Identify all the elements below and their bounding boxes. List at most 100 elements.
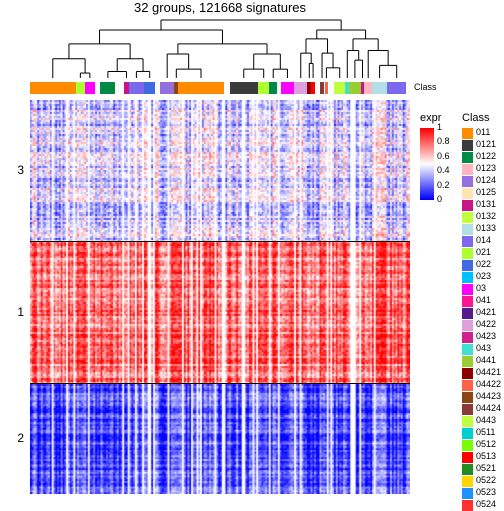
- class-bar-segment: [160, 82, 174, 94]
- class-legend-swatch: [462, 368, 473, 379]
- class-legend-label: 0441: [476, 355, 496, 365]
- column-dendrogram: [30, 18, 410, 78]
- class-bar-segment: [364, 82, 372, 94]
- class-legend-label: 0124: [476, 175, 496, 185]
- class-legend-title: Class: [462, 112, 490, 124]
- class-legend-label: 014: [476, 235, 491, 245]
- class-legend-label: 03: [476, 283, 486, 293]
- class-legend-label: 0513: [476, 451, 496, 461]
- class-legend-label: 0125: [476, 187, 496, 197]
- class-legend-swatch: [462, 188, 473, 199]
- title-text: 32 groups, 121668 signatures: [134, 0, 306, 15]
- class-legend-swatch: [462, 500, 473, 511]
- class-legend-swatch: [462, 452, 473, 463]
- class-bar-segment: [387, 82, 406, 94]
- class-legend-label: 0421: [476, 307, 496, 317]
- class-bar-segment: [406, 82, 410, 94]
- class-bar-segment: [294, 82, 307, 94]
- class-legend-swatch: [462, 212, 473, 223]
- row-separator: [30, 383, 410, 384]
- class-bar-segment: [269, 82, 277, 94]
- class-bar-segment: [144, 82, 155, 94]
- class-annotation-bar: [30, 82, 410, 94]
- class-bar-segment: [230, 82, 259, 94]
- expr-tick: 1: [437, 122, 442, 132]
- class-legend-swatch: [462, 296, 473, 307]
- class-legend-swatch: [462, 488, 473, 499]
- class-legend-label: 0443: [476, 415, 496, 425]
- class-legend-swatch: [462, 272, 473, 283]
- class-legend-label: 0132: [476, 211, 496, 221]
- class-legend-label: 0521: [476, 463, 496, 473]
- class-legend-label: 0523: [476, 487, 496, 497]
- class-legend-swatch: [462, 128, 473, 139]
- row-cluster-label: 1: [0, 305, 24, 319]
- class-legend-label: 023: [476, 271, 491, 281]
- class-legend-label: 0524: [476, 499, 496, 509]
- expr-tick: 0: [437, 194, 442, 204]
- expr-tick: 0.2: [437, 180, 450, 190]
- class-legend-swatch: [462, 320, 473, 331]
- class-legend-swatch: [462, 176, 473, 187]
- class-bar-segment: [129, 82, 144, 94]
- expr-tick: 0.4: [437, 165, 450, 175]
- class-legend-label: 022: [476, 259, 491, 269]
- class-bar-segment: [100, 82, 115, 94]
- row-separator: [30, 241, 410, 242]
- class-legend-label: 0423: [476, 331, 496, 341]
- class-legend-label: 021: [476, 247, 491, 257]
- class-bar-segment: [116, 82, 125, 94]
- class-legend-swatch: [462, 224, 473, 235]
- class-legend-swatch: [462, 152, 473, 163]
- class-legend-swatch: [462, 248, 473, 259]
- class-legend-label: 0422: [476, 319, 496, 329]
- class-legend-label: 0522: [476, 475, 496, 485]
- class-bar-segment: [372, 82, 387, 94]
- class-legend-swatch: [462, 416, 473, 427]
- class-legend-swatch: [462, 344, 473, 355]
- class-legend-swatch: [462, 440, 473, 451]
- class-legend-swatch: [462, 476, 473, 487]
- class-axis-label: Class: [414, 82, 437, 92]
- class-legend-swatch: [462, 332, 473, 343]
- class-legend-swatch: [462, 380, 473, 391]
- class-legend-label: 011: [476, 127, 490, 137]
- heatmap-canvas: [30, 100, 410, 494]
- class-bar-segment: [178, 82, 224, 94]
- expr-tick: 0.8: [437, 136, 450, 146]
- class-bar-segment: [349, 82, 360, 94]
- class-legend-label: 04424: [476, 403, 501, 413]
- class-legend-label: 0133: [476, 223, 496, 233]
- row-cluster-label: 3: [0, 163, 24, 177]
- class-bar-segment: [258, 82, 269, 94]
- class-legend-swatch: [462, 428, 473, 439]
- class-legend-swatch: [462, 284, 473, 295]
- class-legend-swatch: [462, 140, 473, 151]
- class-bar-segment: [85, 82, 95, 94]
- class-bar-segment: [30, 82, 76, 94]
- class-legend-swatch: [462, 260, 473, 271]
- expr-tick: 0.6: [437, 151, 450, 161]
- class-legend-swatch: [462, 236, 473, 247]
- class-legend-swatch: [462, 356, 473, 367]
- class-legend-swatch: [462, 404, 473, 415]
- expr-colorbar: [420, 128, 434, 200]
- class-legend-label: 04423: [476, 391, 501, 401]
- class-legend-swatch: [462, 464, 473, 475]
- class-bar-segment: [334, 82, 345, 94]
- class-legend-label: 0131: [476, 199, 496, 209]
- class-bar-segment: [281, 82, 294, 94]
- class-legend-label: 04422: [476, 379, 501, 389]
- class-legend-swatch: [462, 308, 473, 319]
- class-legend-label: 0511: [476, 427, 495, 437]
- class-legend-label: 0122: [476, 151, 496, 161]
- row-cluster-label: 2: [0, 431, 24, 445]
- class-legend-swatch: [462, 200, 473, 211]
- class-legend-swatch: [462, 164, 473, 175]
- class-legend-label: 043: [476, 343, 491, 353]
- class-legend-swatch: [462, 392, 473, 403]
- class-legend-label: 0121: [476, 139, 496, 149]
- class-bar-segment: [76, 82, 86, 94]
- class-legend-label: 0123: [476, 163, 496, 173]
- class-legend-label: 04421: [476, 367, 501, 377]
